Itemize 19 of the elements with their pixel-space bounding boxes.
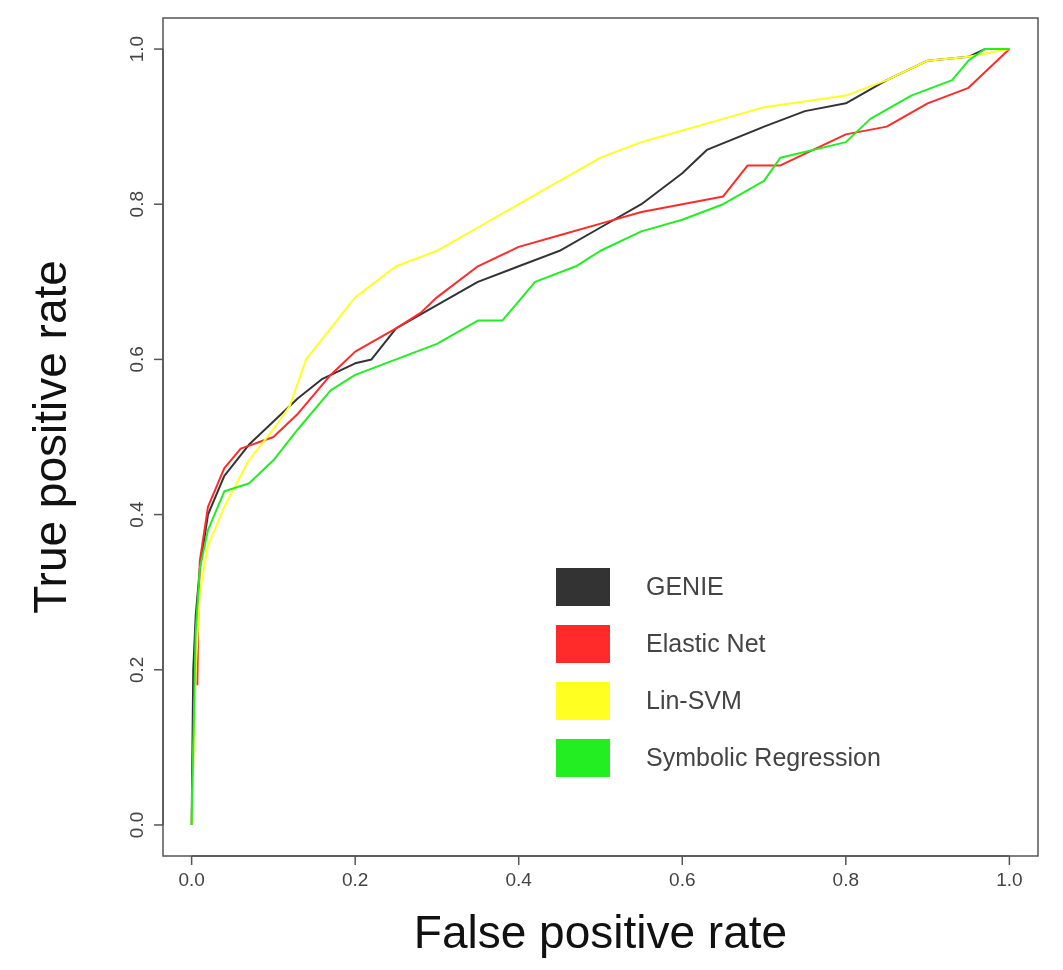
y-tick-label: 0.0 bbox=[126, 811, 147, 839]
legend-label: GENIE bbox=[646, 572, 724, 600]
x-axis-title: False positive rate bbox=[413, 906, 788, 958]
y-tick-label: 0.6 bbox=[126, 346, 147, 373]
x-tick-label: 0.4 bbox=[505, 869, 533, 890]
x-tick-label: 1.0 bbox=[996, 869, 1023, 890]
line-series bbox=[196, 48, 1011, 687]
x-tick-label: 0.0 bbox=[178, 869, 205, 890]
legend-label: Elastic Net bbox=[646, 629, 766, 657]
y-tick-label: 0.8 bbox=[126, 191, 147, 218]
legend-label: Lin-SVM bbox=[646, 686, 742, 714]
y-tick-label: 0.2 bbox=[126, 656, 147, 683]
x-tick-label: 0.6 bbox=[669, 869, 696, 890]
y-axis-title: True positive rate bbox=[24, 260, 76, 614]
y-tick-label: 0.4 bbox=[126, 500, 147, 528]
legend-label: Symbolic Regression bbox=[646, 743, 881, 771]
x-tick-label: 0.8 bbox=[832, 869, 860, 890]
y-tick-label: 1.0 bbox=[126, 35, 147, 63]
x-tick-label: 0.2 bbox=[341, 869, 369, 890]
